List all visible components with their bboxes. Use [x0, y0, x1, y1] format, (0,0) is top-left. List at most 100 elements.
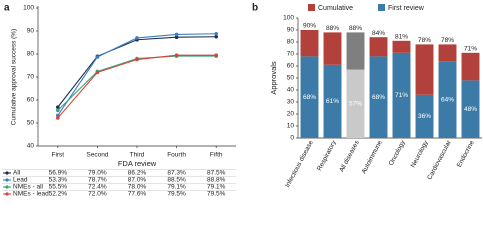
bar-segment — [300, 30, 319, 57]
bar-segment — [415, 44, 434, 95]
table-cell: 53.3% — [49, 177, 68, 184]
panel-label: a — [4, 3, 10, 14]
bar-segment — [300, 56, 319, 138]
data-point — [135, 57, 139, 62]
table-cell: 79.1% — [167, 184, 186, 191]
legend-marker — [5, 192, 9, 196]
data-point — [135, 36, 139, 40]
bar-segment — [323, 32, 342, 65]
legend-marker — [5, 171, 9, 175]
table-cell: 88.8% — [207, 177, 226, 184]
table-cell: 87.5% — [207, 170, 226, 177]
data-point — [174, 53, 179, 57]
y-axis-label: Cumulative approval success (%) — [11, 29, 18, 125]
y-tick-label: 70 — [287, 51, 295, 58]
x-axis-label: FDA review — [118, 159, 157, 168]
panel-label: b — [252, 3, 258, 14]
segment-label: 57% — [349, 101, 362, 108]
table-cell: 86.2% — [128, 170, 147, 177]
segment-label: 71% — [395, 92, 408, 99]
table-cell: 55.5% — [49, 184, 68, 191]
series-line — [57, 55, 217, 111]
total-label: 88% — [349, 25, 362, 32]
data-point — [56, 105, 60, 109]
x-tick-label: Cardiovascular — [426, 139, 453, 181]
segment-label: 36% — [418, 113, 431, 120]
y-tick-label: 50 — [287, 75, 295, 82]
table-cell: 79.0% — [88, 170, 107, 177]
total-label: 78% — [418, 37, 431, 44]
legend-label: Cumulative — [318, 5, 353, 12]
segment-label: 64% — [441, 96, 454, 103]
y-tick-label: 100 — [23, 5, 34, 12]
bar-segment — [392, 52, 411, 138]
segment-label: 48% — [464, 106, 477, 113]
data-point — [56, 116, 60, 120]
legend-label: Lead — [13, 177, 28, 184]
y-tick-label: 70 — [27, 74, 35, 81]
legend-label: NMEs - all — [13, 184, 44, 191]
bar-segment — [438, 61, 457, 139]
table-cell: 79.5% — [207, 191, 226, 198]
x-tick-label: Second — [86, 152, 108, 159]
segment-label: 68% — [372, 94, 385, 101]
legend-swatch — [308, 4, 315, 11]
bar-segment — [323, 64, 342, 138]
y-tick-label: 90 — [27, 28, 35, 35]
bar-segment — [438, 44, 457, 62]
segment-label: 68% — [303, 94, 316, 101]
total-label: 84% — [372, 30, 385, 37]
legend-label: NMEs - lead — [13, 191, 49, 198]
bar-segment — [369, 37, 388, 57]
table-cell: 77.6% — [128, 191, 147, 198]
y-tick-label: 40 — [287, 87, 295, 94]
series-line — [57, 36, 217, 108]
bar-segment — [346, 32, 365, 70]
legend-marker — [5, 185, 9, 189]
y-tick-label: 10 — [287, 123, 295, 130]
y-tick-label: 0 — [290, 135, 294, 142]
total-label: 78% — [441, 37, 454, 44]
y-tick-label: 60 — [287, 63, 295, 70]
y-tick-label: 100 — [283, 15, 294, 22]
table-cell: 79.1% — [207, 184, 226, 191]
series-line — [57, 33, 217, 116]
x-tick-label: Infectious disease — [284, 139, 315, 189]
bar-segment — [415, 94, 434, 138]
table-cell: 56.9% — [49, 170, 68, 177]
table-cell: 72.0% — [88, 191, 107, 198]
bar-segment — [461, 80, 480, 138]
y-tick-label: 60 — [27, 97, 35, 104]
x-tick-label: Fourth — [167, 152, 186, 159]
x-tick-label: Fifth — [210, 152, 223, 159]
total-label: 71% — [464, 46, 477, 53]
x-tick-label: Endocrine — [456, 139, 476, 168]
segment-label: 61% — [326, 98, 339, 105]
table-cell: 88.5% — [167, 177, 186, 184]
table-cell: 87.3% — [167, 170, 186, 177]
y-tick-label: 50 — [27, 120, 35, 127]
total-label: 88% — [326, 25, 339, 32]
table-cell: 79.5% — [167, 191, 186, 198]
table-cell: 78.7% — [88, 177, 107, 184]
table-cell: 87.0% — [128, 177, 147, 184]
data-point — [95, 70, 100, 75]
table-cell: 72.4% — [88, 184, 107, 191]
y-tick-label: 80 — [287, 39, 295, 46]
bar-segment — [346, 69, 365, 138]
legend-marker — [5, 178, 9, 182]
x-tick-label: Oncology — [388, 139, 407, 167]
y-tick-label: 20 — [287, 111, 295, 118]
x-tick-label: Autoimmune — [360, 139, 383, 175]
data-point — [174, 32, 179, 37]
bar-segment — [392, 40, 411, 53]
data-point — [214, 31, 218, 36]
x-tick-label: Third — [130, 152, 145, 159]
y-tick-label: 30 — [287, 99, 295, 106]
legend-label: First review — [388, 5, 425, 12]
table-cell: 52.2% — [49, 191, 68, 198]
total-label: 81% — [395, 34, 408, 41]
x-tick-label: Neurology — [410, 139, 430, 169]
bar-segment — [369, 56, 388, 138]
